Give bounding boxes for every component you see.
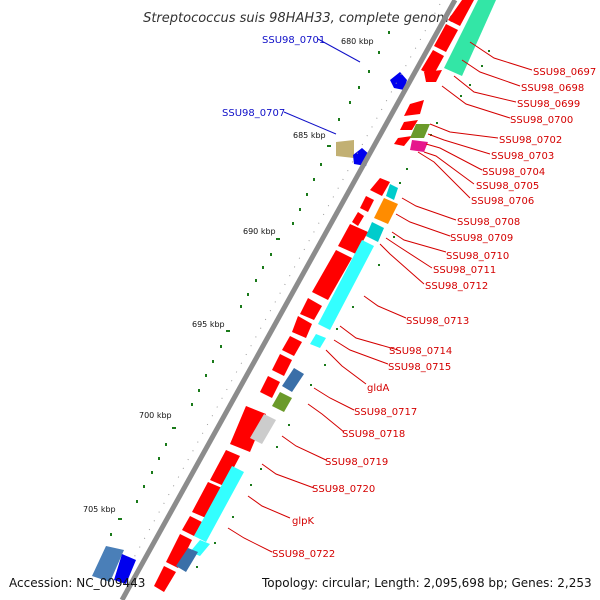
gene-cds[interactable] [360,196,374,212]
gene-ssu98-0708[interactable] [386,184,398,200]
gene-label[interactable]: SSU98_0708 [457,217,520,228]
gene-label[interactable]: SSU98_0704 [482,167,545,178]
genome-backbone [119,0,458,600]
gene-label[interactable]: SSU98_0705 [476,181,539,192]
ruler-label: 705 kbp [83,505,116,514]
ruler-ring [104,31,390,553]
gene-ssu98-0697[interactable] [448,0,474,26]
gene-ssu98-0718[interactable] [230,406,266,452]
gene-label[interactable]: glpK [292,516,314,527]
ruler-label: 690 kbp [243,227,276,236]
gene-ssu98-0720[interactable] [192,482,222,518]
ruler-label: 680 kbp [341,37,374,46]
colored-features [92,0,496,584]
gene-ssu98-0717b[interactable] [272,392,292,412]
ruler-label: 685 kbp [293,131,326,140]
gene-label[interactable]: SSU98_0707 [222,108,285,119]
ruler-label: 700 kbp [139,411,172,420]
genome-summary-text: Topology: circular; Length: 2,095,698 bp… [261,576,592,590]
gene-ssu98-0722[interactable] [166,534,192,568]
gene-label[interactable]: SSU98_0701 [262,35,325,46]
gene-label[interactable]: SSU98_0720 [312,484,375,495]
gene-ssu98-0697-teal[interactable] [444,0,496,76]
gene-ssu98-0712[interactable] [318,240,374,330]
gene-ssu98-0704[interactable] [410,124,430,138]
gene-ssu98-0698[interactable] [434,24,458,52]
gene-label[interactable]: SSU98_0722 [272,549,335,560]
accession-text: Accession: NC_009443 [9,576,145,590]
gene-label[interactable]: SSU98_0711 [433,265,496,276]
gene-gldA[interactable] [272,354,292,376]
gene-label[interactable]: SSU98_0700 [510,115,573,126]
gene-ssu98-0717[interactable] [282,368,304,392]
gene-label[interactable]: SSU98_0715 [388,362,451,373]
gene-label[interactable]: SSU98_0699 [517,99,580,110]
forward-strand-features [154,0,474,592]
gene-ssu98-0713[interactable] [300,298,322,320]
gene-glpK[interactable] [182,516,202,536]
gene-ssu98-0699[interactable] [421,50,444,76]
gene-ssu98-0709[interactable] [338,224,368,254]
gene-cds[interactable] [404,100,424,116]
gene-left-blue[interactable] [92,546,124,582]
gene-left-blue-b[interactable] [114,554,136,584]
gene-label[interactable]: SSU98_0698 [521,83,584,94]
map-title: Streptococcus suis 98HAH33, complete gen… [143,11,457,26]
gene-ssu98-0702[interactable] [400,120,418,130]
gene-label[interactable]: SSU98_0697 [533,67,596,78]
gene-cds[interactable] [260,376,280,398]
gene-ssu98-0715[interactable] [282,336,302,356]
gene-label[interactable]: SSU98_0712 [425,281,488,292]
gene-label[interactable]: SSU98_0717 [354,407,417,418]
gene-ssu98-0719[interactable] [210,450,240,486]
gene-label[interactable]: SSU98_0719 [325,457,388,468]
gene-ssu98-0722c[interactable] [176,548,198,572]
gene-ssu98-0716[interactable] [310,334,326,348]
gene-ssu98-0700[interactable] [424,70,442,82]
gene-ssu98-0705[interactable] [410,140,428,152]
gene-label[interactable]: SSU98_0713 [406,316,469,327]
gene-ssu98-0703[interactable] [394,136,412,146]
gene-label[interactable]: SSU98_0706 [471,196,534,207]
ruler-label: 695 kbp [192,320,225,329]
gene-label[interactable]: SSU98_0710 [446,251,509,262]
gene-ssu98-0720b[interactable] [194,466,244,542]
gene-cds[interactable] [154,566,176,592]
gene-label[interactable]: gldA [367,383,389,394]
gene-ssu98-0710[interactable] [366,222,384,242]
gene-label[interactable]: SSU98_0714 [389,346,452,357]
gene-cds[interactable] [370,178,390,196]
gene-label[interactable]: SSU98_0718 [342,429,405,440]
gene-label[interactable]: SSU98_0709 [450,233,513,244]
gene-ssu98-0701[interactable] [390,72,407,90]
gene-label[interactable]: SSU98_0703 [491,151,554,162]
gene-label[interactable]: SSU98_0702 [499,135,562,146]
gene-ssu98-0707-a[interactable] [336,140,354,158]
gene-ssu98-0711[interactable] [312,250,352,300]
callout-lines [227,38,533,553]
gene-ssu98-0718b[interactable] [250,414,276,444]
gene-ssu98-0714[interactable] [292,316,312,338]
gene-cds[interactable] [352,212,364,226]
backbone-inner-dots [115,3,441,591]
gene-ssu98-0708-orange[interactable] [374,198,398,224]
